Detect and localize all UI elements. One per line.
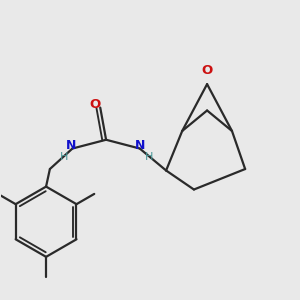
Text: O: O bbox=[89, 98, 100, 111]
Text: O: O bbox=[202, 64, 213, 77]
Text: H: H bbox=[59, 152, 68, 162]
Text: N: N bbox=[135, 139, 146, 152]
Text: N: N bbox=[66, 139, 77, 152]
Text: H: H bbox=[145, 152, 153, 162]
